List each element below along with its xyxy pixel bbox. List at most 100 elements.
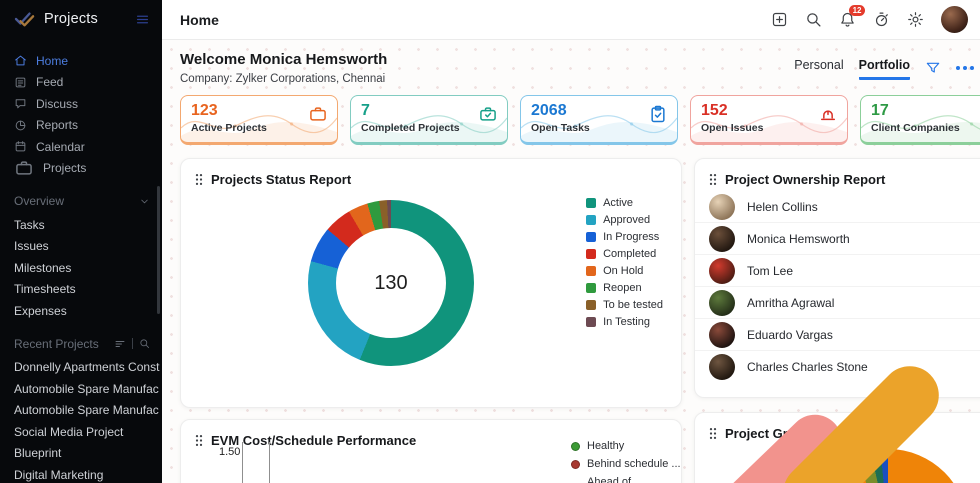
- owner-name: Monica Hemsworth: [747, 231, 850, 246]
- stat-label: Completed Projects: [361, 122, 460, 134]
- sidebar-item-discuss[interactable]: Discuss: [14, 93, 162, 115]
- drag-handle-icon[interactable]: [195, 434, 203, 447]
- owner-row[interactable]: Charles Charles Stone: [695, 351, 980, 383]
- stat-label: Open Tasks: [531, 122, 590, 134]
- sidebar-item-reports[interactable]: Reports: [14, 115, 162, 137]
- stat-card-client-companies[interactable]: 17 Client Companies: [860, 95, 980, 145]
- tab-personal[interactable]: Personal: [794, 58, 844, 72]
- sidebar-item-social-media-project[interactable]: Social Media Project: [14, 424, 124, 439]
- legend-item-in-testing[interactable]: In Testing: [586, 316, 663, 328]
- stat-card-completed-projects[interactable]: 7 Completed Projects: [350, 95, 508, 145]
- welcome-title: Welcome Monica Hemsworth: [180, 51, 388, 68]
- welcome-row: Welcome Monica Hemsworth Company: Zylker…: [180, 40, 980, 93]
- sidebar-sections: Overview Tasks Issues Milestones Timesheets E…: [14, 194, 162, 483]
- panel-title: Projects Status Report: [211, 172, 352, 187]
- main-content: Welcome Monica Hemsworth Company: Zylker…: [162, 40, 980, 483]
- section-header-recent-projects[interactable]: Recent Projects: [14, 337, 162, 351]
- stat-card-active-projects[interactable]: 123 Active Projects: [180, 95, 338, 145]
- chevron-down-icon[interactable]: [139, 196, 150, 207]
- owner-row[interactable]: Eduardo Vargas: [695, 319, 980, 351]
- reports-icon: [14, 119, 27, 132]
- legend-item-approved[interactable]: Approved: [586, 214, 663, 226]
- stat-label: Active Projects: [191, 122, 267, 134]
- owner-row[interactable]: Tom Lee: [695, 255, 980, 287]
- search-icon[interactable]: [139, 338, 150, 349]
- sidebar-item-tasks[interactable]: Tasks: [14, 217, 45, 232]
- owner-name: Charles Charles Stone: [747, 360, 868, 374]
- evm-y-axis-tick: 1.50: [219, 446, 241, 458]
- sidebar-item-donnelly-apartments-const[interactable]: Donnelly Apartments Const: [14, 360, 160, 375]
- legend-item-on-hold[interactable]: On Hold: [586, 265, 663, 277]
- topbar-icons: 12: [771, 5, 968, 33]
- owners-list: Helen Collins Monica Hemsworth Tom Lee Amri…: [695, 191, 980, 383]
- sidebar-scrollbar[interactable]: [157, 186, 160, 314]
- briefcase-check-icon: [478, 104, 498, 124]
- filter-funnel-icon[interactable]: [925, 60, 941, 76]
- avatar: [709, 193, 735, 220]
- evm-legend-item[interactable]: Ahead of schedul...: [587, 476, 632, 483]
- owner-row[interactable]: Amritha Agrawal: [695, 287, 980, 319]
- discuss-icon: [14, 97, 27, 110]
- sidebar-item-issues[interactable]: Issues: [14, 239, 49, 254]
- stat-value: 7: [361, 102, 370, 119]
- welcome-company: Company: Zylker Corporations, Chennai: [180, 73, 386, 85]
- stat-card-open-issues[interactable]: 152 Open Issues: [690, 95, 848, 145]
- drag-handle-icon[interactable]: [709, 427, 717, 440]
- avatar: [709, 321, 735, 348]
- project-group-report-panel: Project Group Report: [694, 412, 980, 483]
- legend-item-in-progress[interactable]: In Progress: [586, 231, 663, 243]
- notification-badge: 12: [849, 5, 865, 16]
- evm-legend-item[interactable]: Healthy: [571, 440, 681, 452]
- sidebar-item-digital-marketing[interactable]: Digital Marketing: [14, 467, 104, 482]
- dashboard-tabs: Personal Portfolio: [794, 51, 974, 80]
- stat-value: 152: [701, 102, 728, 119]
- legend-item-reopen[interactable]: Reopen: [586, 282, 663, 294]
- search-icon[interactable]: [805, 11, 822, 28]
- owner-name: Eduardo Vargas: [747, 327, 833, 342]
- avatar: [709, 257, 735, 284]
- section-header-overview[interactable]: Overview: [14, 194, 162, 208]
- notifications-bell-icon[interactable]: 12: [839, 5, 865, 28]
- legend-item-active[interactable]: Active: [586, 197, 663, 209]
- sidebar-item-home[interactable]: Home: [14, 50, 162, 72]
- owner-name: Helen Collins: [747, 199, 818, 214]
- page-title: Home: [180, 11, 219, 28]
- panel-title: Project Group Report: [725, 426, 858, 441]
- sidebar-item-milestones[interactable]: Milestones: [14, 260, 72, 275]
- donut-total: 130: [374, 271, 408, 294]
- stat-card-open-tasks[interactable]: 2068 Open Tasks: [520, 95, 678, 145]
- home-icon: [14, 54, 27, 67]
- user-avatar[interactable]: [941, 6, 968, 33]
- sidebar-item-automobile-spare-manufac[interactable]: Automobile Spare Manufac: [14, 381, 159, 396]
- evm-legend: Healthy Behind schedule ... Ahead of sched…: [571, 440, 681, 483]
- drag-handle-icon[interactable]: [195, 173, 203, 186]
- sidebar-collapse-icon[interactable]: [135, 13, 150, 26]
- group-pie-chart[interactable]: [808, 449, 968, 483]
- sidebar-item-expenses[interactable]: Expenses: [14, 303, 67, 318]
- legend-item-completed[interactable]: Completed: [586, 248, 663, 260]
- sidebar-item-feed[interactable]: Feed: [14, 72, 162, 94]
- evm-legend-item[interactable]: Behind schedule ...: [571, 458, 681, 470]
- owner-row[interactable]: Monica Hemsworth: [695, 223, 980, 255]
- sidebar-item-automobile-spare-manufac[interactable]: Automobile Spare Manufac: [14, 403, 159, 418]
- sidebar-item-blueprint[interactable]: Blueprint: [14, 446, 62, 461]
- drag-handle-icon[interactable]: [709, 173, 717, 186]
- legend-item-to-be-tested[interactable]: To be tested: [586, 299, 663, 311]
- status-donut-chart[interactable]: 130: [308, 200, 474, 366]
- list-icon[interactable]: [114, 338, 126, 350]
- add-icon[interactable]: [771, 11, 788, 28]
- owner-row[interactable]: Helen Collins: [695, 191, 980, 223]
- tab-portfolio[interactable]: Portfolio: [858, 58, 910, 80]
- topbar: Home 12: [162, 0, 980, 40]
- settings-gear-icon[interactable]: [907, 11, 924, 28]
- stat-label: Open Issues: [701, 122, 764, 134]
- sidebar-item-timesheets[interactable]: Timesheets: [14, 282, 76, 297]
- status-legend: Active Approved In Progress Completed On Hol…: [586, 197, 663, 328]
- briefcase-icon: [308, 104, 328, 124]
- stat-label: Client Companies: [871, 122, 960, 134]
- timer-icon[interactable]: [873, 11, 890, 28]
- app-title: Projects: [44, 11, 98, 27]
- sidebar-item-projects[interactable]: Projects: [14, 158, 162, 180]
- sidebar-item-calendar[interactable]: Calendar: [14, 136, 162, 158]
- more-options-icon[interactable]: [956, 65, 974, 70]
